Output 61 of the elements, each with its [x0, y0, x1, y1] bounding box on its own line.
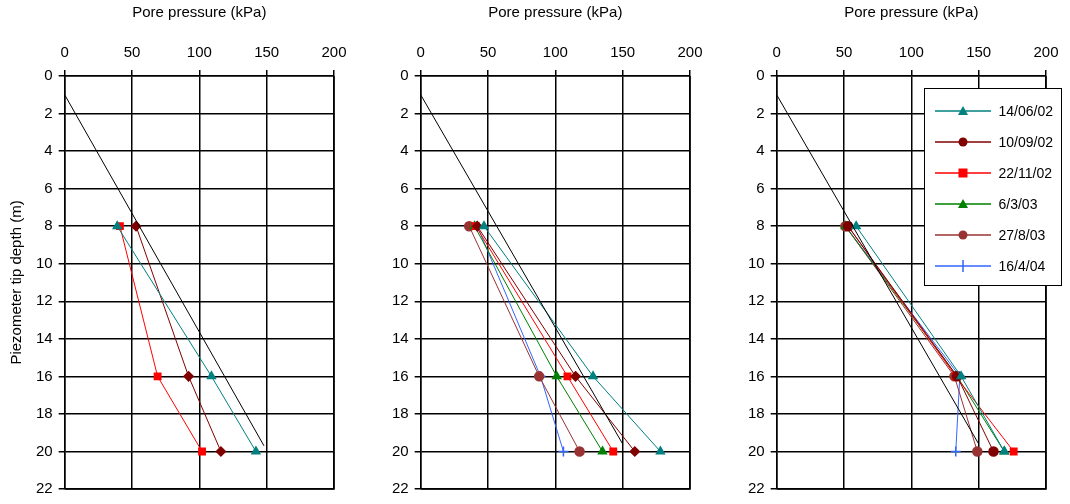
- y-tick-label: 10: [748, 253, 765, 271]
- y-tick-label: 2: [44, 103, 53, 121]
- x-tick-label: 0: [416, 43, 425, 61]
- y-tick-label: 12: [748, 291, 765, 309]
- x-tick-label: 150: [254, 43, 280, 61]
- y-tick-label: 12: [392, 291, 409, 309]
- x-tick-label: 150: [966, 43, 992, 61]
- y-tick-label: 20: [748, 441, 765, 459]
- x-tick-label: 100: [898, 43, 924, 61]
- y-tick-label: 2: [756, 103, 765, 121]
- y-axis-title: Piezometer tip depth (m): [7, 200, 25, 365]
- x-axis-title: Pore pressure (kPa): [132, 3, 267, 21]
- y-tick-label: 22: [36, 479, 53, 497]
- y-tick-label: 14: [36, 328, 53, 346]
- y-tick-label: 6: [44, 178, 53, 196]
- legend-label: 10/09/02: [998, 133, 1053, 150]
- y-tick-label: 4: [44, 141, 53, 159]
- y-tick-label: 8: [400, 216, 409, 234]
- x-axis-title: Pore pressure (kPa): [844, 3, 979, 21]
- legend-label: 27/8/03: [998, 226, 1046, 243]
- y-tick-label: 22: [748, 479, 765, 497]
- x-tick-label: 200: [677, 43, 703, 61]
- y-tick-label: 8: [756, 216, 765, 234]
- y-tick-label: 6: [756, 178, 765, 196]
- y-tick-label: 22: [392, 479, 409, 497]
- x-tick-label: 100: [186, 43, 212, 61]
- legend-label: 22/11/02: [998, 164, 1052, 181]
- x-tick-label: 0: [772, 43, 781, 61]
- y-tick-label: 0: [756, 66, 765, 84]
- x-tick-label: 50: [835, 43, 853, 61]
- y-tick-label: 0: [400, 66, 409, 84]
- y-tick-label: 2: [400, 103, 409, 121]
- x-tick-label: 50: [479, 43, 497, 61]
- x-axis-title: Pore pressure (kPa): [488, 3, 623, 21]
- y-tick-label: 16: [392, 366, 409, 384]
- y-tick-label: 10: [392, 253, 409, 271]
- x-tick-label: 100: [542, 43, 568, 61]
- y-tick-label: 14: [392, 328, 409, 346]
- y-tick-label: 6: [400, 178, 409, 196]
- x-tick-label: 150: [610, 43, 636, 61]
- y-tick-label: 0: [44, 66, 53, 84]
- y-tick-label: 10: [36, 253, 53, 271]
- legend-label: 6/3/03: [998, 195, 1038, 212]
- y-tick-label: 16: [748, 366, 765, 384]
- y-tick-label: 4: [400, 141, 409, 159]
- y-tick-label: 14: [748, 328, 765, 346]
- y-tick-label: 12: [36, 291, 53, 309]
- y-tick-label: 20: [392, 441, 409, 459]
- y-tick-label: 8: [44, 216, 53, 234]
- y-tick-label: 18: [392, 404, 409, 422]
- y-tick-label: 4: [756, 141, 765, 159]
- x-tick-label: 200: [321, 43, 347, 61]
- y-tick-label: 18: [748, 404, 765, 422]
- y-tick-label: 16: [36, 366, 53, 384]
- legend-label: 14/06/02: [998, 102, 1053, 119]
- x-tick-label: 0: [60, 43, 69, 61]
- x-tick-label: 200: [1033, 43, 1059, 61]
- y-tick-label: 18: [36, 404, 53, 422]
- y-tick-label: 20: [36, 441, 53, 459]
- x-tick-label: 50: [123, 43, 141, 61]
- legend-label: 16/4/04: [998, 257, 1046, 274]
